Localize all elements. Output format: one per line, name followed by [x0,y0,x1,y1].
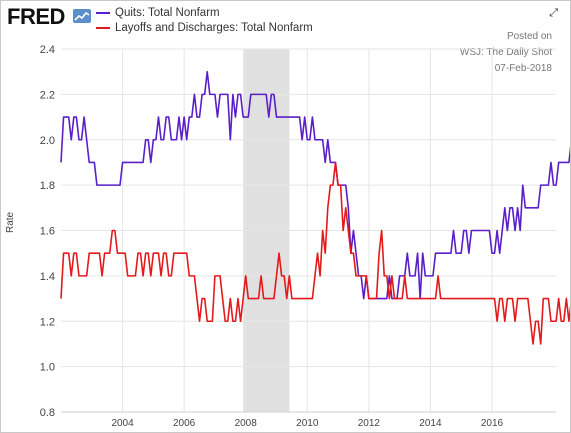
legend-swatch-quits [96,12,110,14]
x-tick-label: 2006 [173,418,196,429]
y-tick-label: 1.0 [40,362,55,374]
y-tick-label: 1.6 [40,226,55,238]
x-tick-label: 2016 [481,418,504,429]
legend-item-layoffs: Layoffs and Discharges: Total Nonfarm [96,22,313,34]
x-tick-label: 2010 [296,418,319,429]
y-tick-label: 1.4 [40,271,55,283]
logo-graph-icon [73,9,91,23]
x-tick-label: 2014 [419,418,442,429]
y-tick-label: 1.2 [40,316,55,328]
series-line-layoffs [60,161,570,345]
y-tick-label: 2.2 [40,89,55,101]
watermark-line-3: 07-Feb-2018 [494,63,552,74]
watermark-line-1: Posted on [506,31,552,42]
legend-label-layoffs: Layoffs and Discharges: Total Nonfarm [115,22,313,34]
x-tick-label: 2012 [358,418,381,429]
y-tick-label: 1.8 [40,180,55,192]
legend-label-quits: Quits: Total Nonfarm [115,7,220,19]
fred-logo[interactable]: FRED [7,4,65,29]
legend-item-quits: Quits: Total Nonfarm [96,7,220,19]
x-tick-label: 2008 [235,418,258,429]
y-tick-label: 2.0 [40,135,55,147]
legend-swatch-layoffs [96,27,110,29]
x-tick-label: 2004 [111,418,134,429]
y-tick-label: 2.4 [40,44,55,56]
watermark-line-2: WSJ: The Daily Shot [459,47,552,58]
fullscreen-icon[interactable]: ⤢ [549,7,558,19]
y-tick-label: 0.8 [40,407,55,419]
series-line-quits [60,70,570,300]
